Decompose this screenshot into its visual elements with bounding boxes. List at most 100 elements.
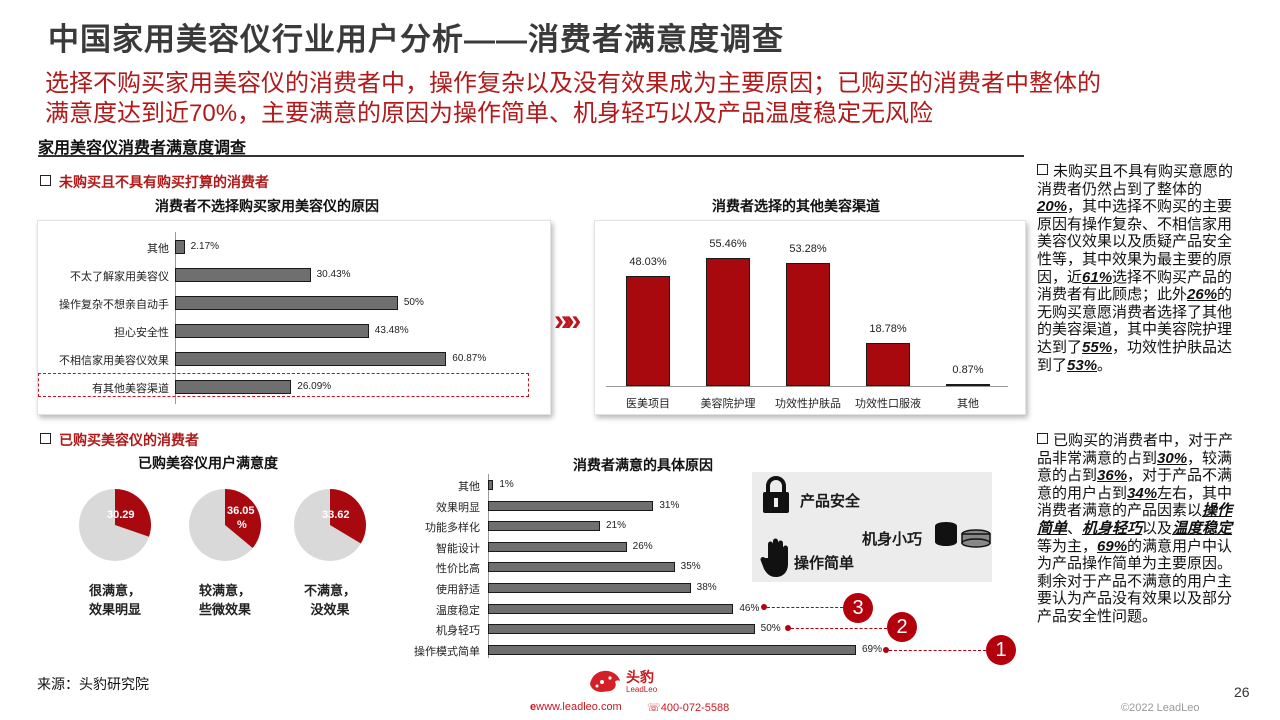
bar-value-label: 21% xyxy=(606,520,627,532)
legend-safety-label: 产品安全 xyxy=(800,493,861,510)
note-text: ，功效性护肤品达到了 xyxy=(1037,338,1233,374)
bar-category-label: 美容院护理 xyxy=(700,398,756,410)
bar-value-label: 53.28% xyxy=(789,243,827,256)
flow-arrows-icon: »» xyxy=(554,304,581,337)
chart-reasons: 其他 2.17% 不太了解家用美容仪 30.43% 操作复杂不想亲自动手 50% 担心安全性… xyxy=(37,220,549,413)
note-text: 选择不购买产品的消费者有此顾虑；此外 xyxy=(1037,268,1233,304)
callout-dot xyxy=(785,625,791,631)
bar-category-label: 其他 xyxy=(458,481,480,493)
bar xyxy=(706,258,750,386)
pie-category-label: 没效果 xyxy=(310,602,350,617)
bar-category-label: 操作模式简单 xyxy=(414,645,480,658)
bar xyxy=(488,624,755,635)
bar-category-label: 不太了解家用美容仪 xyxy=(70,271,169,283)
chart-panel-reasons xyxy=(37,220,551,415)
bar-value-label: 50% xyxy=(403,297,424,308)
note-highlight: 55% xyxy=(1082,338,1113,356)
note-highlight: 61% xyxy=(1082,268,1113,286)
bar xyxy=(488,500,654,511)
hand-icon xyxy=(760,538,788,577)
note-highlight: 69% xyxy=(1097,537,1128,555)
bar-value-label: 0.87% xyxy=(952,363,984,376)
chart-title-satisfaction: 已购美容仪用户满意度 xyxy=(138,455,278,471)
chart-title-reasons: 消费者不选择购买家用美容仪的原因 xyxy=(155,198,379,214)
group-heading-label: 未购买且不具有购买打算的消费者 xyxy=(59,174,269,190)
bar-category-label: 功能多样化 xyxy=(425,522,480,535)
bar-value-label: 50% xyxy=(760,623,781,635)
brand-name-en: LeadLeo xyxy=(626,685,658,694)
legend-simple-label: 操作简单 xyxy=(794,555,855,572)
phone-text: 400-072-5588 xyxy=(660,702,730,714)
bar-category-label: 性价比高 xyxy=(436,563,480,576)
bar xyxy=(175,296,398,310)
axis-line xyxy=(175,232,176,404)
highlight-frame xyxy=(38,373,529,397)
sidebar-note-2: 已购买的消费者中，对于产品非常满意的占到30%，较满意的占到36%，对于产品不满… xyxy=(1037,432,1241,626)
x-axis-line xyxy=(606,386,1008,387)
pie-category-label: 不满意， xyxy=(303,583,356,598)
web-icon: e xyxy=(530,701,537,713)
bar xyxy=(488,541,627,552)
note-text: 的无购买意愿消费者选择了其他的美容渠道，其中美容院护理达到了 xyxy=(1037,286,1233,356)
bar xyxy=(488,521,600,532)
note-highlight: 34% xyxy=(1127,484,1158,502)
leopard-logo-icon xyxy=(590,670,620,692)
pie-chart xyxy=(294,489,366,561)
bar-category-label: 其他 xyxy=(147,243,169,255)
pie-category-label: 很满意， xyxy=(88,583,141,598)
pie-value-label: 33.62 xyxy=(322,509,350,521)
subtitle-line-1: 选择不购买家用美容仪的消费者中，操作复杂以及没有效果成为主要原因；已购买的消费者… xyxy=(45,70,1101,97)
bar xyxy=(175,352,447,366)
bar-value-label: 55.46% xyxy=(709,238,747,251)
pie-chart xyxy=(189,489,261,561)
bar-value-label: 35% xyxy=(680,561,701,573)
note-text: 未购买且不具有购买意愿的消费者仍然占到了整体的 xyxy=(1037,163,1234,198)
bar-category-label: 医美项目 xyxy=(626,398,670,410)
bar-value-label: 69% xyxy=(862,643,883,655)
checkbox-icon xyxy=(1037,164,1048,175)
note-highlight: 53% xyxy=(1067,356,1098,374)
bar xyxy=(488,603,734,614)
sidebar-note-1: 未购买且不具有购买意愿的消费者仍然占到了整体的20%，其中选择不购买的主要原因有… xyxy=(1037,163,1241,374)
pie-value-label: 36.05 xyxy=(227,505,255,517)
brand-name: 头豹 xyxy=(626,669,654,685)
note-text: 以及 xyxy=(1142,519,1173,537)
callout-marker-2: 2 xyxy=(887,612,917,642)
bar xyxy=(866,342,910,386)
bar-value-label: 60.87% xyxy=(452,353,487,364)
note-text: 、 xyxy=(1067,519,1083,537)
bar xyxy=(175,240,185,254)
callout-dot xyxy=(883,647,889,653)
note-text: 等为主， xyxy=(1037,537,1098,555)
callout-dot xyxy=(761,604,767,610)
checkbox-icon xyxy=(40,175,51,186)
website-link[interactable]: ewww.leadleo.com xyxy=(530,701,622,713)
bar-category-label: 温度稳定 xyxy=(436,604,480,617)
lock-icon xyxy=(763,476,789,513)
legend-light-label: 机身小巧 xyxy=(862,531,923,548)
bar-value-label: 1% xyxy=(499,479,514,490)
feature-legend-box: 产品安全 机身小巧 操作简单 xyxy=(752,472,992,582)
section-title: 家用美容仪消费者满意度调查 xyxy=(38,140,247,157)
bar-value-label: 38% xyxy=(696,582,717,593)
bar-category-label: 有其他美容渠道 xyxy=(92,383,169,395)
note-highlight: 操作简单 xyxy=(1037,502,1233,537)
chart-satisfaction-pies: 30.29 很满意， 效果明显 36.05% 较满意， 些微效果 33.62 不满意， 没效果 xyxy=(60,480,400,630)
bar-category-label: 担心安全性 xyxy=(114,327,169,339)
phone-icon: ☏ xyxy=(647,702,661,714)
copyright: ©2022 LeadLeo xyxy=(1121,702,1200,714)
bar-value-label: 43.48% xyxy=(374,325,409,336)
bar-category-label: 不相信家用美容仪效果 xyxy=(59,355,169,367)
bar-category-label: 智能设计 xyxy=(436,542,480,555)
bar-category-label: 其他 xyxy=(957,398,979,410)
note-text: 。 xyxy=(1097,356,1113,374)
bar xyxy=(626,275,670,386)
bar-value-label: 2.17% xyxy=(190,241,220,252)
note-highlight: 30% xyxy=(1157,449,1188,467)
source-note: 来源：头豹研究院 xyxy=(37,676,149,692)
pie-slice-value xyxy=(225,489,261,549)
note-text: 已购买的消费者中，对于产品非常满意的占到 xyxy=(1037,432,1234,467)
bar-category-label: 使用舒适 xyxy=(436,584,480,596)
device-icon xyxy=(935,522,991,548)
pie-value-label: % xyxy=(237,519,247,531)
